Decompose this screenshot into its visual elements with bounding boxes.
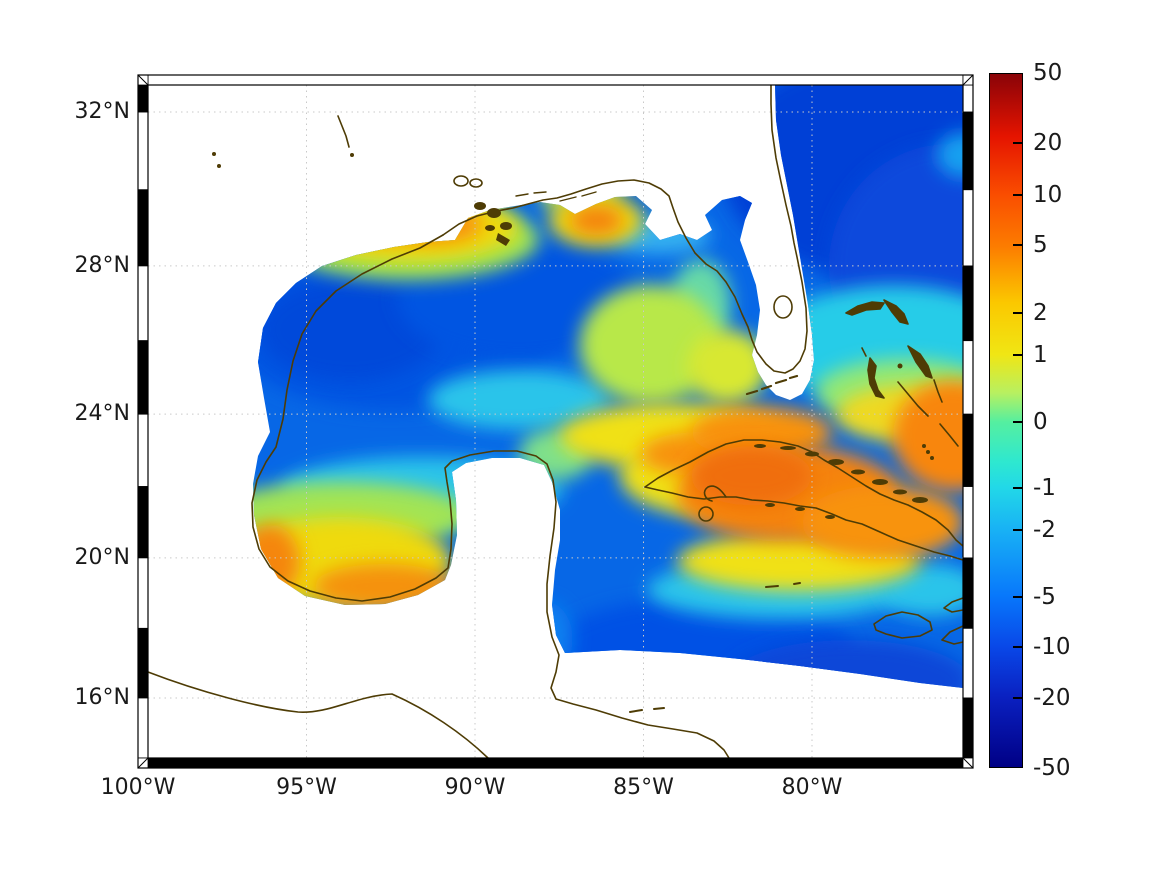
lon-tick-label-85: 85°W: [613, 775, 674, 800]
coast-florida-keys: [745, 374, 799, 396]
field-east-gulf-green: [579, 285, 722, 404]
colorbar-label--5: -5: [1033, 584, 1056, 611]
colorbar-label-1: 1: [1033, 342, 1048, 369]
barrier-islands: [515, 191, 597, 202]
colorbar-label--1: -1: [1033, 474, 1056, 501]
field-east-edge-orange: [892, 380, 963, 492]
bahamas-islands: [845, 299, 959, 460]
bay-islands: [629, 707, 665, 713]
cuba-cays: [754, 444, 928, 519]
coast-gulf-north-florida: [442, 84, 808, 374]
colorbar-tick-1: [1013, 354, 1022, 357]
coast-cuba: [644, 439, 964, 561]
colorbar-tick-10: [1013, 194, 1022, 197]
field-atlantic-cyan-edge: [936, 132, 963, 178]
field-cuba-orange-core: [690, 446, 813, 506]
colorbar: [989, 73, 1023, 768]
lat-tick-label-32: 32°N: [74, 99, 130, 125]
nw-islets: [212, 115, 483, 188]
colorbar-label-10: 10: [1033, 182, 1063, 209]
lake-okeechobee: [773, 295, 793, 319]
coastlines: [147, 84, 964, 759]
colorbar-label--10: -10: [1033, 634, 1071, 661]
lon-tick-label-90: 90°W: [444, 775, 506, 800]
colorbar-tick--5: [1013, 596, 1022, 599]
colorbar-tick-5: [1013, 243, 1022, 246]
map-frame: [137, 74, 974, 769]
coast-zapata: [703, 485, 727, 502]
isla-juventud: [698, 506, 714, 522]
mississippi-delta: [474, 202, 512, 246]
coast-mainland: [251, 234, 730, 759]
lon-tick-label-80: 80°W: [781, 775, 843, 800]
colorbar-label--50: -50: [1033, 755, 1071, 781]
colorbar-tick--1: [1013, 486, 1022, 489]
colorbar-tick--20: [1013, 696, 1022, 699]
colorbar-label-2: 2: [1033, 299, 1048, 326]
lon-tick-label-95: 95°W: [276, 775, 337, 800]
coast-jamaica: [873, 611, 933, 639]
lat-tick-label-28: 28°N: [74, 252, 130, 278]
colorbar-tick-20: [1013, 142, 1022, 145]
coast-haiti-capes: [941, 597, 964, 645]
colorbar-label-5: 5: [1033, 231, 1048, 258]
colorbar-label--20: -20: [1033, 684, 1071, 711]
colorbar-tick--10: [1013, 646, 1022, 649]
field-jamaica-cyan: [879, 563, 963, 616]
field-panhandle-orange: [569, 205, 624, 236]
colorbar-label-20: 20: [1033, 130, 1063, 157]
cayman-islands: [765, 582, 801, 588]
field-cuba-east-orange: [801, 485, 963, 560]
field-gulf-deep-blue-core: [259, 277, 442, 382]
colorbar-label-50: 50: [1033, 60, 1063, 86]
colorbar-tick-2: [1013, 311, 1022, 314]
colorbar-label--2: -2: [1033, 517, 1056, 544]
field-sw-florida-yellowgreen: [687, 329, 769, 404]
lat-tick-label-24: 24°N: [74, 401, 130, 427]
colorbar-tick-0: [1013, 420, 1022, 423]
lat-tick-label-20: 20°N: [74, 544, 130, 570]
colorbar-gradient: [989, 73, 1023, 768]
lon-tick-label-100: 100°W: [100, 775, 176, 800]
lat-tick-label-16: 16°N: [74, 684, 130, 710]
coast-pacific: [147, 671, 489, 759]
colorbar-label-0: 0: [1033, 408, 1048, 435]
colorbar-tick--2: [1013, 529, 1022, 532]
